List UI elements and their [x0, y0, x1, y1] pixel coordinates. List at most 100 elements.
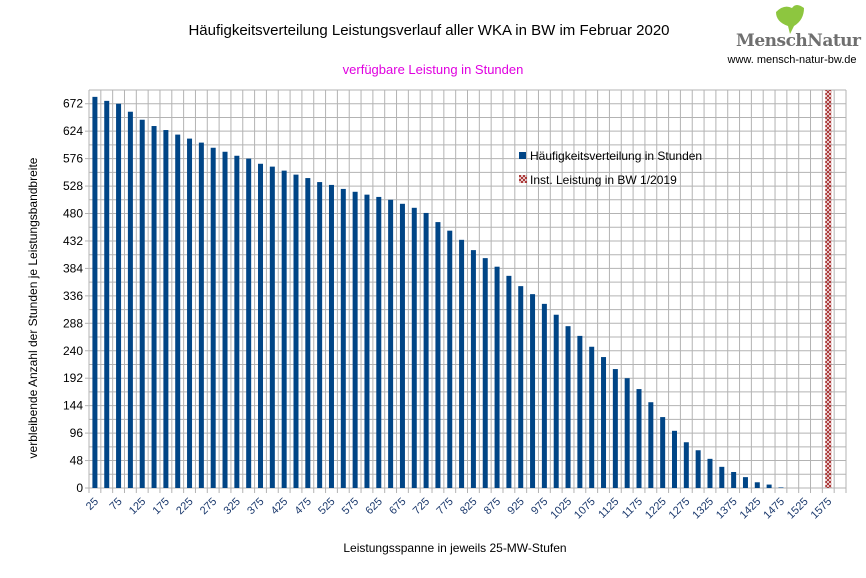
x-tick-label: 625 — [363, 496, 384, 517]
bar — [258, 163, 264, 488]
x-tick-label: 1575 — [809, 496, 835, 522]
bar — [139, 119, 145, 489]
x-tick-label: 1125 — [596, 496, 621, 521]
bar — [175, 134, 181, 488]
x-tick-label: 975 — [529, 496, 550, 517]
x-tick-label: 1075 — [572, 496, 598, 522]
bar — [376, 196, 382, 489]
bar — [601, 357, 607, 488]
bar — [151, 126, 157, 488]
bar — [459, 239, 465, 488]
bar — [269, 166, 275, 488]
bar — [719, 466, 725, 488]
x-tick-label: 725 — [411, 496, 432, 517]
bar — [506, 275, 512, 488]
y-tick-label: 96 — [70, 426, 84, 440]
y-tick-label: 144 — [63, 399, 83, 413]
bar — [388, 199, 394, 489]
bar — [281, 170, 287, 488]
bar — [399, 203, 405, 489]
y-tick-label: 576 — [63, 152, 83, 166]
x-tick-label: 25 — [84, 496, 101, 513]
y-tick-label: 480 — [63, 207, 83, 221]
legend-label-bars: Häufigkeitsverteilung in Stunden — [530, 149, 702, 163]
chart-subtitle: verfügbare Leistung in Stunden — [342, 62, 524, 77]
bar — [624, 378, 630, 488]
y-tick-label: 0 — [76, 481, 83, 495]
bar — [305, 178, 311, 488]
x-tick-label: 325 — [222, 496, 243, 517]
bar — [340, 188, 346, 488]
bar — [104, 100, 110, 489]
bar — [683, 442, 689, 488]
legend-swatch-inst — [519, 175, 527, 183]
x-tick-label: 575 — [340, 496, 361, 517]
x-tick-label: 225 — [174, 496, 195, 517]
y-axis-label: verbleibende Anzahl der Stunden je Leist… — [26, 157, 40, 458]
y-tick-label: 624 — [63, 124, 83, 138]
bar — [163, 130, 169, 488]
bar — [482, 258, 488, 488]
x-tick-label: 775 — [434, 496, 455, 517]
x-tick-label: 875 — [482, 496, 503, 517]
bar — [778, 487, 784, 488]
legend: Häufigkeitsverteilung in Stunden Inst. L… — [519, 149, 702, 187]
bar — [222, 151, 228, 489]
bar — [435, 222, 441, 488]
bar — [530, 294, 536, 488]
bar — [660, 417, 666, 488]
ginkgo-leaf-icon — [776, 5, 804, 34]
bar — [470, 250, 476, 488]
x-tick-label: 525 — [316, 496, 337, 517]
bar — [648, 402, 654, 488]
x-tick-label: 475 — [292, 496, 313, 517]
y-tick-label: 672 — [63, 97, 83, 111]
bar — [352, 191, 358, 488]
bar — [612, 369, 618, 488]
x-tick-label: 1475 — [761, 496, 787, 522]
x-axis-label: Leistungsspanne in jeweils 25-MW-Stufen — [343, 541, 566, 555]
bar — [731, 471, 737, 488]
bar — [553, 314, 559, 488]
y-tick-label: 528 — [63, 179, 83, 193]
bar — [754, 482, 760, 488]
bar — [494, 266, 500, 488]
logo-url: www. mensch-natur-bw.de — [727, 54, 857, 66]
x-tick-label: 675 — [387, 496, 408, 517]
x-tick-label: 75 — [108, 496, 125, 513]
x-tick-label: 1525 — [785, 496, 811, 522]
y-tick-label: 192 — [63, 371, 83, 385]
x-tick-label: 1425 — [738, 496, 764, 522]
inst-capacity-bar — [825, 90, 832, 488]
x-tick-label: 1025 — [548, 496, 574, 522]
bar — [187, 138, 193, 488]
x-tick-label: 425 — [269, 496, 290, 517]
y-tick-label: 288 — [63, 316, 83, 330]
y-tick-label: 384 — [63, 261, 83, 275]
y-tick-label: 336 — [63, 289, 83, 303]
bar — [565, 326, 571, 488]
x-tick-label: 925 — [505, 496, 526, 517]
bar — [246, 158, 252, 488]
legend-swatch-bars — [519, 152, 526, 159]
chart-title: Häufigkeitsverteilung Leistungsverlauf a… — [188, 22, 670, 39]
bar — [127, 111, 133, 488]
logo-wordmark: MenschNatur — [736, 31, 861, 51]
bar — [210, 147, 216, 489]
bar — [116, 103, 122, 489]
bar — [518, 286, 524, 488]
x-tick-label: 1225 — [643, 496, 669, 522]
bar — [411, 207, 417, 489]
bar — [636, 389, 642, 488]
bar — [328, 184, 334, 488]
x-tick-label: 1375 — [714, 496, 740, 522]
logo: MenschNatur www. mensch-natur-bw.de — [722, 4, 862, 66]
x-tick-label: 825 — [458, 496, 479, 517]
bar — [447, 230, 453, 488]
bar — [234, 155, 240, 489]
bar — [293, 174, 299, 488]
bar — [742, 477, 748, 488]
x-tick-label: 175 — [151, 496, 172, 517]
bar — [423, 212, 429, 488]
